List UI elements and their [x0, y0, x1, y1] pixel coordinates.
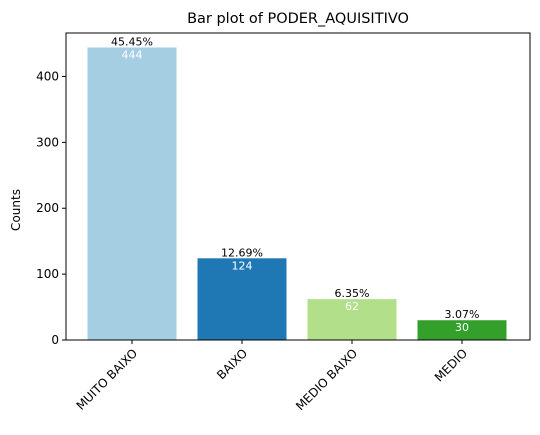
x-tick-label-0: MUITO BAIXO — [74, 346, 141, 413]
bar-0 — [88, 47, 177, 340]
y-axis-label: Counts — [9, 189, 23, 231]
y-axis: 0 100 200 300 400 — [36, 69, 66, 347]
bar-percent-label-3: 3.07% — [445, 308, 480, 321]
bars-group — [88, 47, 507, 340]
x-tick-label-2: MEDIO BAIXO — [293, 346, 360, 413]
x-axis: MUITO BAIXO BAIXO MEDIO BAIXO MEDIO — [74, 340, 471, 413]
y-tick-label-0: 0 — [51, 333, 59, 347]
bar-count-label-0: 444 — [122, 48, 143, 61]
bar-count-label-2: 62 — [345, 300, 359, 313]
y-tick-label-4: 400 — [36, 69, 59, 83]
chart-title: Bar plot of PODER_AQUISITIVO — [187, 11, 409, 27]
y-tick-label-2: 200 — [36, 201, 59, 215]
y-tick-label-1: 100 — [36, 267, 59, 281]
bar-percent-label-0: 45.45% — [111, 35, 153, 48]
x-tick-label-3: MEDIO — [432, 346, 470, 384]
bar-percent-label-1: 12.69% — [221, 246, 263, 259]
bar-percent-label-2: 6.35% — [335, 287, 370, 300]
y-tick-label-3: 300 — [36, 135, 59, 149]
bar-count-label-1: 124 — [232, 259, 253, 272]
x-tick-label-1: BAIXO — [214, 346, 250, 382]
bar-count-label-3: 30 — [455, 321, 469, 334]
